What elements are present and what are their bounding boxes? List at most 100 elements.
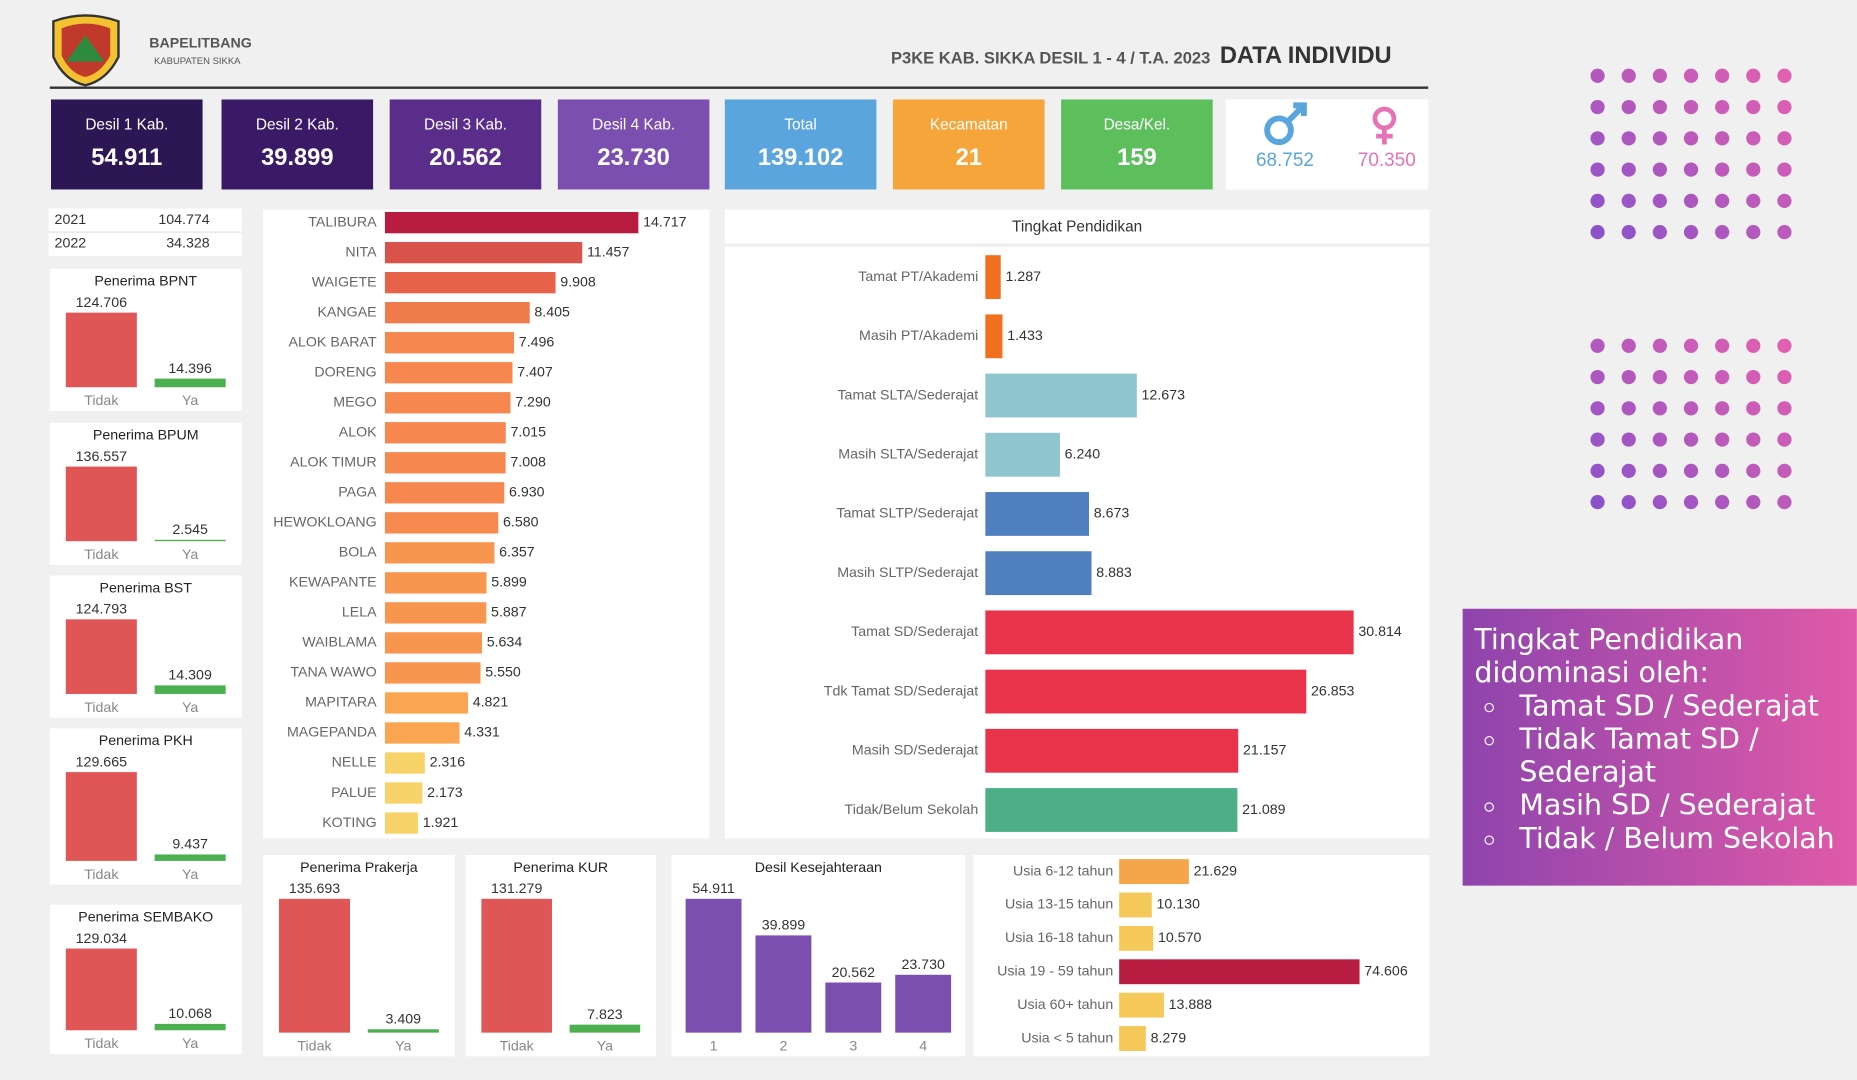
decor-dot <box>1621 338 1636 353</box>
x-tick-label: Ya <box>182 700 198 716</box>
bar <box>384 782 423 804</box>
value-label: 136.557 <box>76 449 127 465</box>
x-tick-label: 1 <box>710 1039 718 1055</box>
y-tick-label: Masih PT/Akademi <box>859 328 978 344</box>
x-tick-label: Ya <box>182 1036 198 1052</box>
note: Tingkat Pendidikan didominasi oleh: Tama… <box>1462 608 1857 886</box>
y-tick-label: Usia 60+ tahun <box>1017 997 1113 1013</box>
bar <box>278 898 351 1033</box>
bar <box>384 422 506 444</box>
decor-dot <box>1715 193 1730 208</box>
chart-title: Penerima BST <box>100 580 193 596</box>
value-label: 7.407 <box>517 364 553 380</box>
decor-dot <box>1746 401 1761 416</box>
value-label: 14.717 <box>643 214 687 230</box>
decor-dot <box>1683 162 1699 177</box>
bar <box>154 685 226 694</box>
x-tick-label: 2 <box>779 1039 787 1055</box>
decor-dot <box>1590 495 1605 510</box>
x-tick-label: Tidak <box>84 700 119 716</box>
decor-dot <box>1683 225 1699 240</box>
decor-dot <box>1652 162 1667 177</box>
bar <box>384 722 460 744</box>
note-item: Masih SD / Sederajat <box>1510 789 1845 822</box>
value-label: 12.673 <box>1142 387 1186 403</box>
kpi-value: 23.730 <box>597 145 669 171</box>
kpi-value: 21 <box>956 145 982 171</box>
decor-dot <box>1683 68 1699 83</box>
y-tick-label: KOTING <box>322 815 376 831</box>
decor-dot <box>1652 495 1667 510</box>
bar <box>384 452 506 474</box>
y-tick-label: Masih SLTP/Sederajat <box>837 565 978 581</box>
value-label: 8.673 <box>1094 506 1130 522</box>
bar <box>569 1024 641 1033</box>
value-label: 135.693 <box>289 881 340 897</box>
decor-dot <box>1652 225 1667 240</box>
value-label: 10.130 <box>1157 897 1201 913</box>
decor-dot <box>1777 68 1792 83</box>
bar <box>985 432 1060 477</box>
bar <box>154 378 226 388</box>
decor-dot <box>1621 495 1636 510</box>
y-tick-label: HEWOKLOANG <box>273 515 376 531</box>
decor-dot <box>1621 131 1636 146</box>
y-tick-label: MAGEPANDA <box>287 725 377 741</box>
decor-dot <box>1590 131 1605 146</box>
bar <box>384 241 583 264</box>
bar <box>384 302 530 324</box>
bar <box>65 619 137 694</box>
kpi-card <box>221 99 374 190</box>
value-label: 6.357 <box>499 545 535 561</box>
chart-title: Desil Kesejahteraan <box>755 860 882 876</box>
decor-dot <box>1715 432 1730 447</box>
y-tick-label: MEGO <box>333 395 376 411</box>
decor-dot <box>1652 463 1667 478</box>
y-tick-label: ALOK <box>339 425 377 441</box>
x-tick-label: Tidak <box>84 1036 119 1052</box>
bar <box>384 692 468 714</box>
kpi-label: Desil 1 Kab. <box>85 117 168 134</box>
decor-dot <box>1621 463 1636 478</box>
bar <box>384 512 499 534</box>
value-label: 4.331 <box>464 725 500 741</box>
bar <box>154 854 226 861</box>
value-label: 30.814 <box>1358 624 1402 640</box>
org-sub: KABUPATEN SIKKA <box>154 56 241 67</box>
decor-dot <box>1777 401 1792 416</box>
y-tick-label: KEWAPANTE <box>289 575 377 591</box>
decor-dot <box>1652 338 1667 353</box>
value-label: 5.634 <box>487 635 523 651</box>
bar <box>384 632 482 654</box>
y-tick-label: WAIBLAMA <box>302 635 377 651</box>
value-label: 7.008 <box>510 455 546 471</box>
decor-dot <box>1683 463 1699 478</box>
decor-dot <box>1683 193 1699 208</box>
kpi-card <box>1061 99 1213 190</box>
bar <box>384 812 419 834</box>
decor-dot <box>1683 432 1699 447</box>
note-list: Tamat SD / Sederajat Tidak Tamat SD / Se… <box>1474 689 1845 855</box>
value-label: 2.173 <box>427 785 463 801</box>
decor-dot <box>1683 369 1699 385</box>
x-tick-label: Ya <box>182 867 198 883</box>
bar <box>985 492 1090 536</box>
decor-dot <box>1590 369 1605 385</box>
decor-dot <box>1590 225 1605 240</box>
value-label: 26.853 <box>1311 683 1355 699</box>
value-label: 5.899 <box>491 575 527 591</box>
kpi-label: Desil 2 Kab. <box>256 117 339 134</box>
bar <box>1119 992 1164 1018</box>
y-tick-label: Usia 16-18 tahun <box>1005 930 1113 946</box>
decor-dot <box>1746 99 1761 115</box>
decor-dot <box>1683 99 1699 115</box>
org-name: BAPELITBANG <box>149 36 252 52</box>
value-label: 8.883 <box>1096 565 1132 581</box>
decor-dot <box>1683 131 1699 146</box>
chart-title: Penerima KUR <box>513 860 608 876</box>
note-title: Tingkat Pendidikan didominasi oleh: <box>1474 622 1744 690</box>
bar <box>985 788 1238 832</box>
decor-dot <box>1621 401 1636 416</box>
bar <box>895 974 952 1033</box>
value-cell: 34.328 <box>166 236 210 252</box>
